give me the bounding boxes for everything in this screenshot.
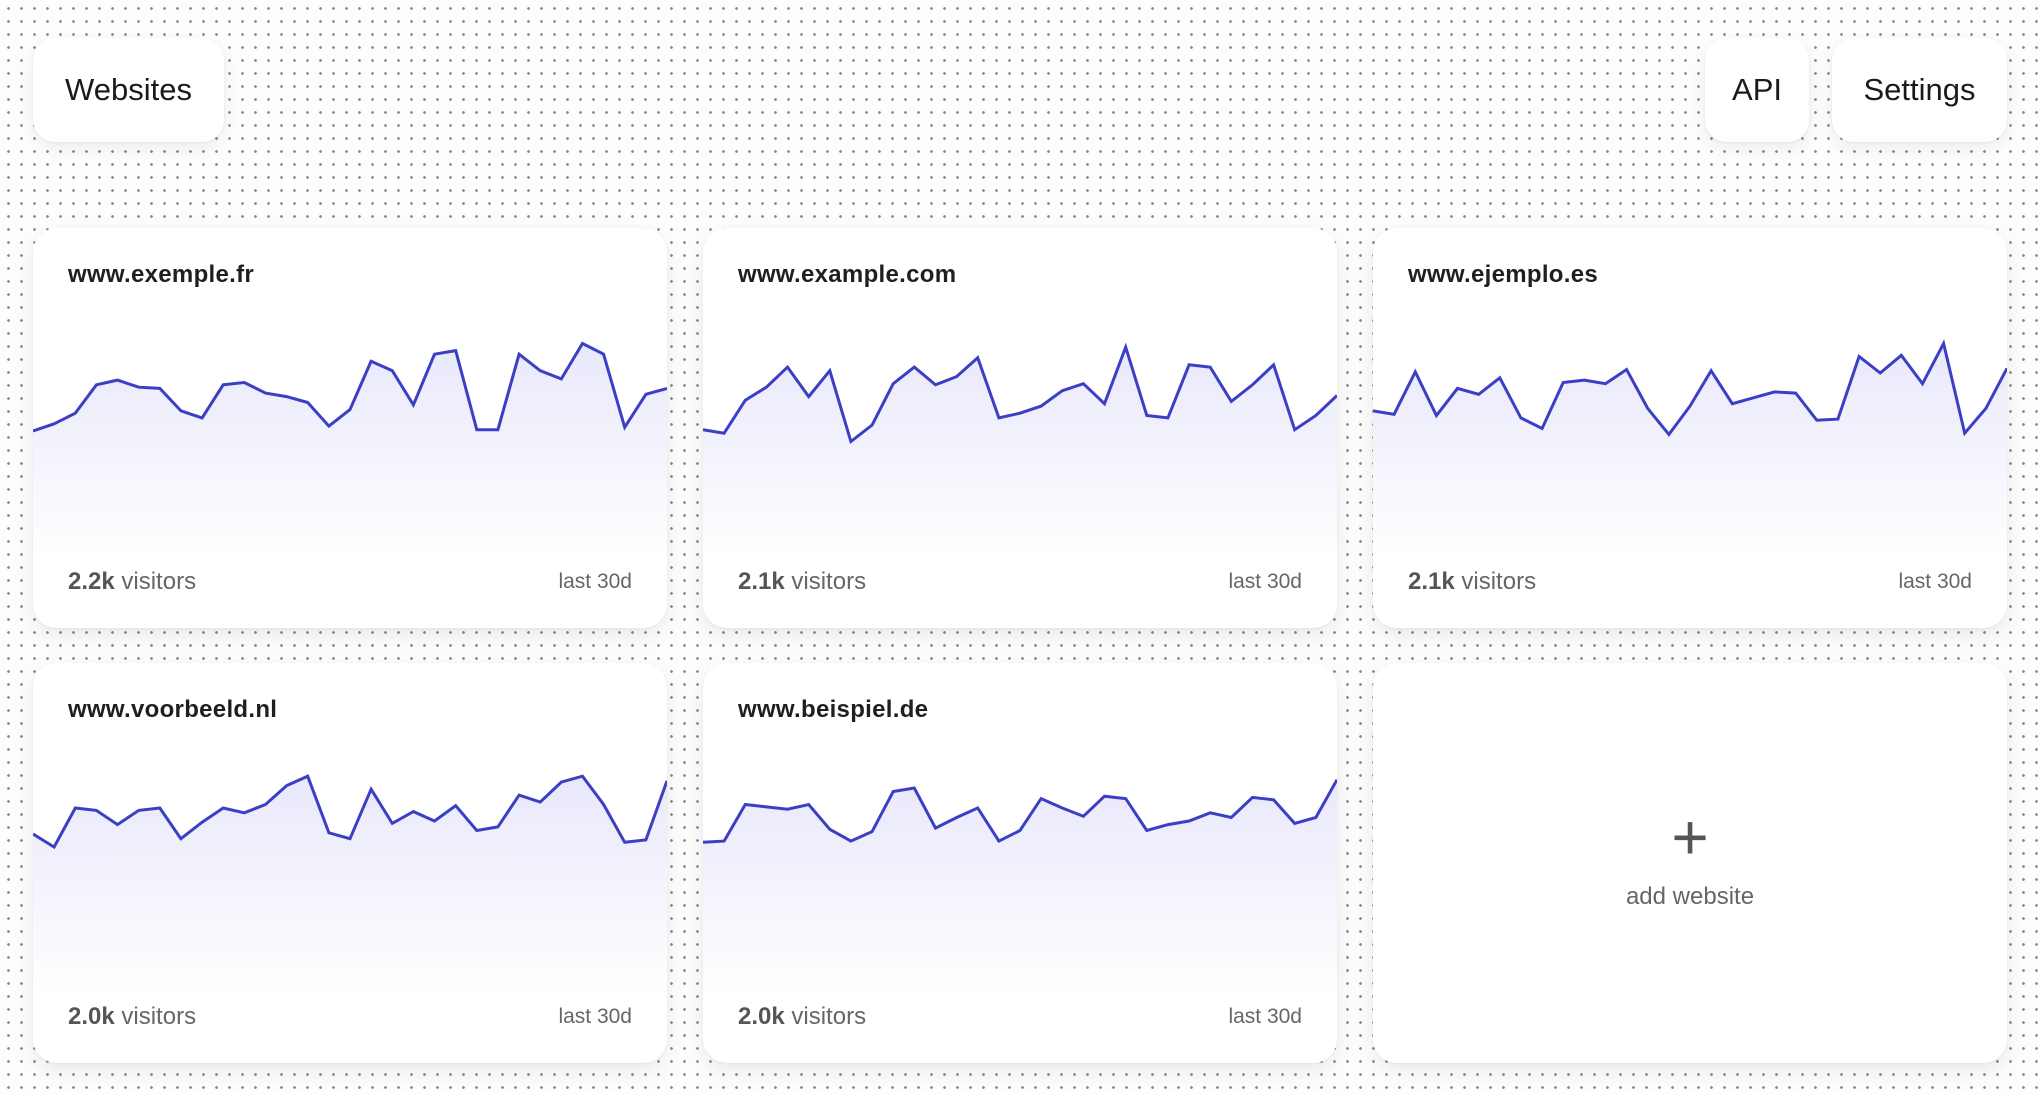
websites-button[interactable]: Websites <box>33 38 224 142</box>
visitors-count: 2.1k visitors <box>738 568 866 596</box>
visitors-sparkline <box>33 774 667 993</box>
sparkline-line <box>703 342 1337 445</box>
sparkline-area <box>703 779 1337 993</box>
website-domain: www.voorbeeld.nl <box>68 696 278 723</box>
sparkline-area <box>1373 343 2007 558</box>
visitors-value: 2.0k <box>738 1003 785 1030</box>
website-card[interactable]: www.ejemplo.es 2.1k visitors last 30d <box>1373 228 2007 628</box>
website-card[interactable]: www.example.com 2.1k visitors last 30d <box>703 228 1337 628</box>
website-domain: www.example.com <box>738 261 957 288</box>
period-label: last 30d <box>1898 570 1972 593</box>
sparkline-line <box>703 778 1337 844</box>
website-domain: www.ejemplo.es <box>1408 261 1599 288</box>
sparkline-area <box>33 343 667 558</box>
sparkline-area <box>703 347 1337 558</box>
api-button[interactable]: API <box>1705 38 1809 142</box>
period-label: last 30d <box>1228 1005 1302 1028</box>
add-website-label: add website <box>1625 883 1755 910</box>
visitors-value: 2.1k <box>1408 568 1455 595</box>
add-website-card[interactable]: + add website <box>1373 663 2007 1063</box>
visitors-count: 2.2k visitors <box>68 568 196 596</box>
visitors-count: 2.0k visitors <box>738 1003 866 1031</box>
period-label: last 30d <box>558 570 632 593</box>
visitors-label: visitors <box>1461 568 1537 595</box>
sparkline-line <box>33 341 667 433</box>
website-card[interactable]: www.beispiel.de 2.0k visitors last 30d <box>703 663 1337 1063</box>
sparkline-area <box>33 776 667 993</box>
website-domain: www.beispiel.de <box>738 696 929 723</box>
website-domain: www.exemple.fr <box>68 261 255 288</box>
visitors-count: 2.0k visitors <box>68 1003 196 1031</box>
visitors-value: 2.0k <box>68 1003 115 1030</box>
visitors-value: 2.2k <box>68 568 115 595</box>
visitors-value: 2.1k <box>738 568 785 595</box>
visitors-sparkline <box>703 342 1337 558</box>
visitors-label: visitors <box>791 568 867 595</box>
visitors-sparkline <box>33 341 667 558</box>
plus-icon: + <box>1671 801 1709 873</box>
sparkline-line <box>1373 339 2007 437</box>
visitors-sparkline <box>1373 339 2007 558</box>
period-label: last 30d <box>558 1005 632 1028</box>
sparkline-line <box>33 774 667 850</box>
visitors-label: visitors <box>791 1003 867 1030</box>
visitors-sparkline <box>703 778 1337 993</box>
settings-button[interactable]: Settings <box>1832 38 2007 142</box>
visitors-label: visitors <box>121 568 197 595</box>
visitors-label: visitors <box>121 1003 197 1030</box>
visitors-count: 2.1k visitors <box>1408 568 1536 596</box>
period-label: last 30d <box>1228 570 1302 593</box>
website-card[interactable]: www.exemple.fr 2.2k visitors last 30d <box>33 228 667 628</box>
website-card[interactable]: www.voorbeeld.nl 2.0k visitors last 30d <box>33 663 667 1063</box>
